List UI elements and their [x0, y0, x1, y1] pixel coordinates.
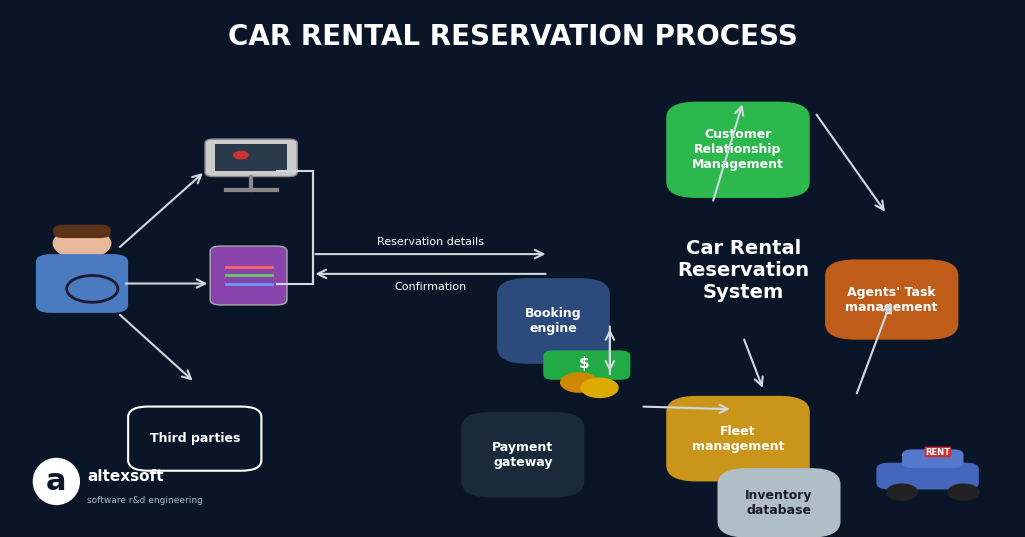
FancyBboxPatch shape: [36, 254, 128, 313]
FancyBboxPatch shape: [210, 246, 287, 305]
FancyBboxPatch shape: [902, 449, 964, 468]
Circle shape: [581, 378, 618, 397]
Text: CAR RENTAL RESERVATION PROCESS: CAR RENTAL RESERVATION PROCESS: [228, 24, 797, 52]
Text: Customer
Relationship
Management: Customer Relationship Management: [692, 128, 784, 171]
Text: Agents' Task
management: Agents' Task management: [846, 286, 938, 314]
Text: RENT: RENT: [926, 447, 950, 456]
Circle shape: [53, 228, 111, 258]
FancyBboxPatch shape: [128, 407, 261, 471]
Text: $: $: [579, 356, 589, 371]
FancyBboxPatch shape: [718, 468, 840, 537]
FancyBboxPatch shape: [461, 412, 584, 497]
Text: Inventory
database: Inventory database: [745, 489, 813, 517]
Text: software r&d engineering: software r&d engineering: [87, 496, 203, 505]
Text: Reservation details: Reservation details: [377, 237, 484, 247]
Circle shape: [948, 484, 979, 500]
Text: a: a: [46, 467, 67, 496]
FancyBboxPatch shape: [215, 144, 287, 171]
FancyBboxPatch shape: [876, 463, 979, 489]
FancyBboxPatch shape: [53, 224, 111, 238]
FancyBboxPatch shape: [825, 259, 958, 340]
Text: altexsoft: altexsoft: [87, 469, 164, 484]
Text: Payment
gateway: Payment gateway: [492, 441, 554, 469]
FancyBboxPatch shape: [205, 139, 297, 177]
Text: Car Rental
Reservation
System: Car Rental Reservation System: [678, 238, 809, 302]
FancyBboxPatch shape: [666, 101, 810, 198]
Text: a: a: [46, 467, 67, 496]
Text: Fleet
management: Fleet management: [692, 425, 784, 453]
Circle shape: [561, 373, 598, 392]
Text: Confirmation: Confirmation: [395, 282, 466, 293]
FancyBboxPatch shape: [666, 396, 810, 482]
Text: Booking
engine: Booking engine: [525, 307, 582, 335]
FancyBboxPatch shape: [543, 350, 630, 380]
Circle shape: [887, 484, 917, 500]
Text: Third parties: Third parties: [150, 432, 240, 445]
Circle shape: [234, 151, 248, 159]
FancyBboxPatch shape: [497, 278, 610, 364]
